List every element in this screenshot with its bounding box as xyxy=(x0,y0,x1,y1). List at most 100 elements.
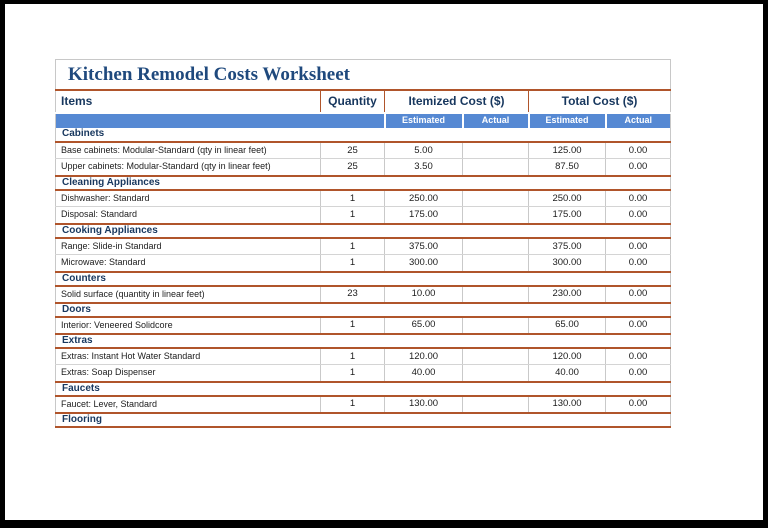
total-actual-cell[interactable]: 0.00 xyxy=(604,254,671,272)
section-title: Counters xyxy=(55,270,671,287)
section-row-counters: Counters xyxy=(55,270,671,287)
item-label: Range: Slide-in Standard xyxy=(55,237,321,255)
total-estimated-cell[interactable]: 120.00 xyxy=(528,347,606,365)
itemized-estimated-cell[interactable]: 65.00 xyxy=(384,316,463,334)
itemized-estimated-cell[interactable]: 375.00 xyxy=(384,237,463,255)
quantity-cell[interactable]: 1 xyxy=(320,237,385,255)
worksheet-body: Kitchen Remodel Costs Worksheet Items Qu… xyxy=(55,59,671,428)
itemized-actual-cell[interactable] xyxy=(462,254,529,272)
itemized-estimated-cell[interactable]: 5.00 xyxy=(384,141,463,159)
quantity-cell[interactable]: 1 xyxy=(320,206,385,224)
section-row-cabinets: Cabinets xyxy=(55,127,671,143)
itemized-estimated-cell[interactable]: 120.00 xyxy=(384,347,463,365)
total-actual-cell[interactable]: 0.00 xyxy=(604,347,671,365)
section-title: Flooring xyxy=(55,411,671,428)
itemized-actual-cell[interactable] xyxy=(462,206,529,224)
column-header-itemized-cost: Itemized Cost ($) xyxy=(384,89,529,114)
item-label: Disposal: Standard xyxy=(55,206,321,224)
quantity-cell[interactable]: 1 xyxy=(320,347,385,365)
item-row: Dishwasher: Standard 1 250.00 250.00 0.00 xyxy=(55,189,671,207)
itemized-estimated-cell[interactable]: 175.00 xyxy=(384,206,463,224)
column-header-items: Items xyxy=(55,89,321,114)
quantity-cell[interactable]: 1 xyxy=(320,189,385,207)
total-actual-cell[interactable]: 0.00 xyxy=(604,237,671,255)
sub-header-blank xyxy=(55,112,385,128)
itemized-estimated-cell[interactable]: 300.00 xyxy=(384,254,463,272)
item-row: Disposal: Standard 1 175.00 175.00 0.00 xyxy=(55,206,671,224)
quantity-cell[interactable]: 1 xyxy=(320,364,385,382)
item-label: Dishwasher: Standard xyxy=(55,189,321,207)
title-row: Kitchen Remodel Costs Worksheet xyxy=(55,59,671,91)
itemized-actual-cell[interactable] xyxy=(462,395,529,413)
item-label: Upper cabinets: Modular-Standard (qty in… xyxy=(55,158,321,176)
total-actual-cell[interactable]: 0.00 xyxy=(604,316,671,334)
item-row: Extras: Soap Dispenser 1 40.00 40.00 0.00 xyxy=(55,364,671,382)
item-label: Microwave: Standard xyxy=(55,254,321,272)
quantity-cell[interactable]: 25 xyxy=(320,158,385,176)
total-actual-cell[interactable]: 0.00 xyxy=(604,285,671,303)
sub-header-total-actual: Actual xyxy=(604,112,671,128)
section-title: Cabinets xyxy=(55,127,671,143)
itemized-actual-cell[interactable] xyxy=(462,237,529,255)
total-estimated-cell[interactable]: 375.00 xyxy=(528,237,606,255)
total-actual-cell[interactable]: 0.00 xyxy=(604,141,671,159)
total-actual-cell[interactable]: 0.00 xyxy=(604,189,671,207)
itemized-estimated-cell[interactable]: 10.00 xyxy=(384,285,463,303)
section-row-extras: Extras xyxy=(55,332,671,349)
total-estimated-cell[interactable]: 125.00 xyxy=(528,141,606,159)
itemized-actual-cell[interactable] xyxy=(462,347,529,365)
total-actual-cell[interactable]: 0.00 xyxy=(604,395,671,413)
total-estimated-cell[interactable]: 250.00 xyxy=(528,189,606,207)
quantity-cell[interactable]: 23 xyxy=(320,285,385,303)
item-row: Microwave: Standard 1 300.00 300.00 0.00 xyxy=(55,254,671,272)
itemized-actual-cell[interactable] xyxy=(462,316,529,334)
total-actual-cell[interactable]: 0.00 xyxy=(604,158,671,176)
quantity-cell[interactable]: 25 xyxy=(320,141,385,159)
sub-header-itemized-actual: Actual xyxy=(461,112,529,128)
total-estimated-cell[interactable]: 230.00 xyxy=(528,285,606,303)
item-row: Solid surface (quantity in linear feet) 2… xyxy=(55,285,671,303)
item-row: Faucet: Lever, Standard 1 130.00 130.00 0.00 xyxy=(55,395,671,413)
item-row: Range: Slide-in Standard 1 375.00 375.00 0.0… xyxy=(55,237,671,255)
item-label: Solid surface (quantity in linear feet) xyxy=(55,285,321,303)
item-label: Interior: Veneered Solidcore xyxy=(55,316,321,334)
page-title: Kitchen Remodel Costs Worksheet xyxy=(55,59,671,91)
total-actual-cell[interactable]: 0.00 xyxy=(604,206,671,224)
itemized-actual-cell[interactable] xyxy=(462,189,529,207)
item-label: Faucet: Lever, Standard xyxy=(55,395,321,413)
item-row: Extras: Instant Hot Water Standard 1 120.0… xyxy=(55,347,671,365)
section-title: Doors xyxy=(55,301,671,318)
section-row-doors: Doors xyxy=(55,301,671,318)
total-estimated-cell[interactable]: 300.00 xyxy=(528,254,606,272)
item-row: Interior: Veneered Solidcore 1 65.00 65.00 0… xyxy=(55,316,671,334)
total-estimated-cell[interactable]: 130.00 xyxy=(528,395,606,413)
itemized-estimated-cell[interactable]: 130.00 xyxy=(384,395,463,413)
sub-header-total-estimated: Estimated xyxy=(527,112,606,128)
column-header-total-cost: Total Cost ($) xyxy=(527,89,671,114)
itemized-actual-cell[interactable] xyxy=(462,158,529,176)
section-title: Extras xyxy=(55,332,671,349)
total-actual-cell[interactable]: 0.00 xyxy=(604,364,671,382)
itemized-estimated-cell[interactable]: 3.50 xyxy=(384,158,463,176)
total-estimated-cell[interactable]: 87.50 xyxy=(528,158,606,176)
item-label: Extras: Soap Dispenser xyxy=(55,364,321,382)
total-estimated-cell[interactable]: 40.00 xyxy=(528,364,606,382)
itemized-estimated-cell[interactable]: 40.00 xyxy=(384,364,463,382)
itemized-actual-cell[interactable] xyxy=(462,141,529,159)
total-estimated-cell[interactable]: 65.00 xyxy=(528,316,606,334)
sub-header-itemized-estimated: Estimated xyxy=(383,112,463,128)
column-header-row: Items Quantity Itemized Cost ($) Total C… xyxy=(55,89,671,114)
column-header-quantity: Quantity xyxy=(320,89,385,114)
kitchen-remodel-worksheet: Kitchen Remodel Costs Worksheet Items Qu… xyxy=(55,59,672,428)
item-label: Extras: Instant Hot Water Standard xyxy=(55,347,321,365)
itemized-estimated-cell[interactable]: 250.00 xyxy=(384,189,463,207)
itemized-actual-cell[interactable] xyxy=(462,285,529,303)
quantity-cell[interactable]: 1 xyxy=(320,254,385,272)
itemized-actual-cell[interactable] xyxy=(462,364,529,382)
section-title: Faucets xyxy=(55,380,671,397)
quantity-cell[interactable]: 1 xyxy=(320,395,385,413)
quantity-cell[interactable]: 1 xyxy=(320,316,385,334)
total-estimated-cell[interactable]: 175.00 xyxy=(528,206,606,224)
item-row: Base cabinets: Modular-Standard (qty in … xyxy=(55,141,671,159)
